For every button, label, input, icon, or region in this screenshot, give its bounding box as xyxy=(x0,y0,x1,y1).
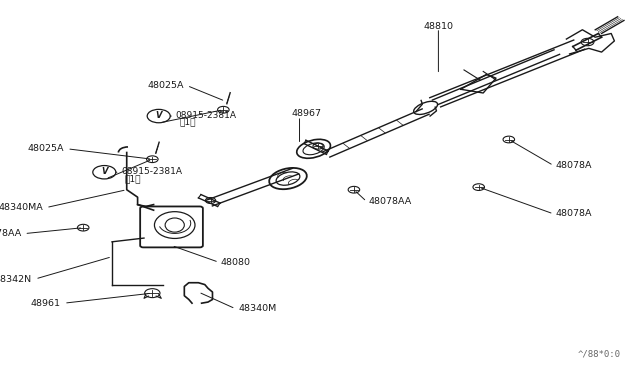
Text: 48080: 48080 xyxy=(221,258,251,267)
Text: 48810: 48810 xyxy=(424,22,453,31)
Text: 48078AA: 48078AA xyxy=(0,229,22,238)
Text: 48078A: 48078A xyxy=(556,161,592,170)
Text: 48078A: 48078A xyxy=(556,209,592,218)
Text: 48025A: 48025A xyxy=(28,144,64,153)
Text: V: V xyxy=(156,111,162,120)
Text: ^/88*0:0: ^/88*0:0 xyxy=(578,350,621,359)
Text: 48967: 48967 xyxy=(291,109,321,118)
Text: 08915-2381A: 08915-2381A xyxy=(121,167,182,176)
Text: 08915-2381A: 08915-2381A xyxy=(175,111,236,120)
Text: 48340M: 48340M xyxy=(238,304,276,313)
Text: 48078AA: 48078AA xyxy=(369,197,412,206)
Text: V: V xyxy=(101,167,108,176)
Text: 48961: 48961 xyxy=(31,299,61,308)
Text: 48025A: 48025A xyxy=(148,81,184,90)
Text: （1）: （1） xyxy=(179,118,196,126)
Text: （1）: （1） xyxy=(125,174,141,183)
Text: 48340MA: 48340MA xyxy=(0,203,44,212)
Text: 48342N: 48342N xyxy=(0,275,32,283)
